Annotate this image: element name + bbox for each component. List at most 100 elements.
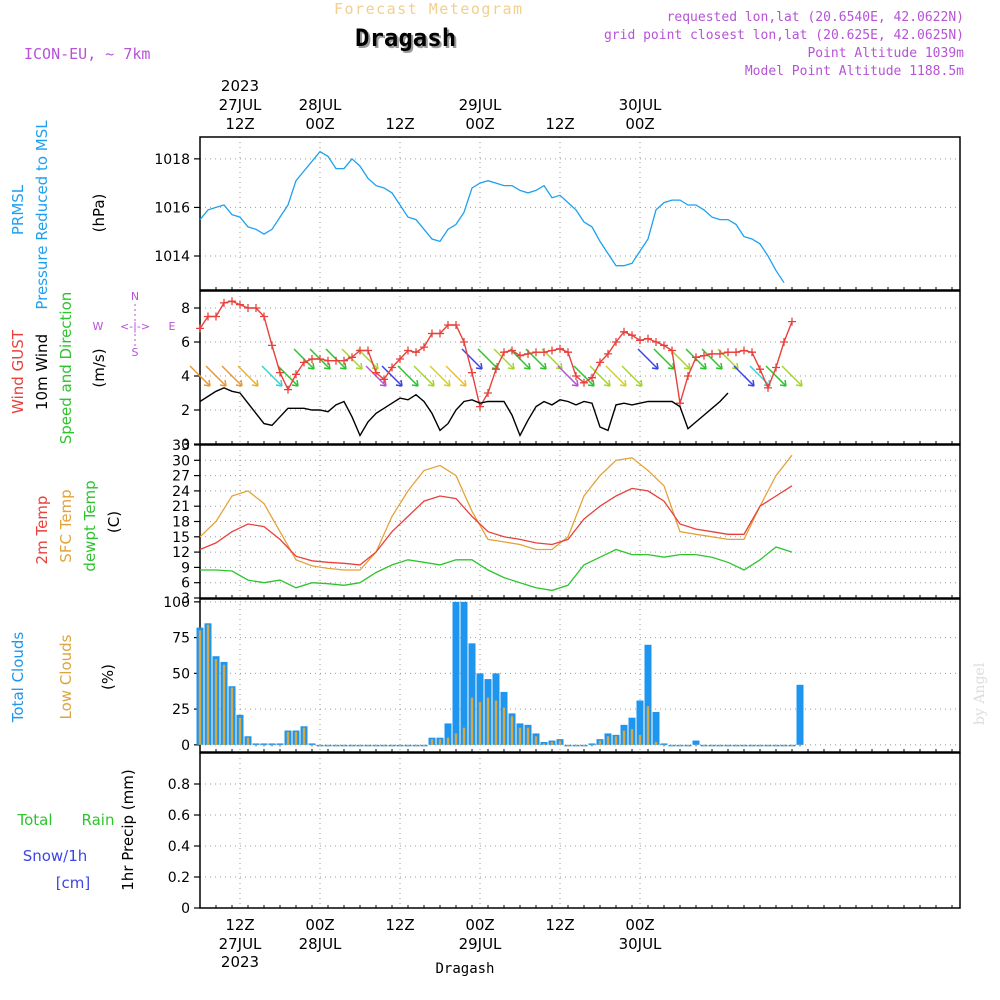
low-cloud-bar	[382, 744, 386, 747]
y-tick-label: 0.4	[168, 839, 190, 855]
footer-location: Dragash	[435, 961, 494, 977]
wind-gust-marker	[252, 304, 260, 312]
wind-gust-marker	[468, 368, 476, 377]
total-cloud-bar	[468, 643, 476, 745]
wind-gust-marker	[340, 356, 348, 365]
wind-gust-marker	[460, 338, 468, 346]
wind-gust-marker	[500, 348, 508, 357]
wind-gust-marker	[628, 331, 636, 340]
wind-gust-marker	[452, 321, 460, 329]
y-tick-label: 1016	[154, 200, 190, 216]
wind-direction-arrow	[397, 365, 419, 387]
wind-gust-marker	[244, 304, 252, 312]
wind-arrow-head	[635, 379, 643, 387]
low-cloud-bar	[798, 744, 802, 747]
low-cloud-bar	[526, 727, 530, 745]
wind-arrow-head	[603, 379, 611, 387]
y-tick-label: 0	[181, 901, 190, 917]
sfc-temp-label: SFC Temp	[57, 489, 75, 562]
y-tick-label: 6	[181, 576, 190, 592]
y-tick-label: 0	[181, 738, 190, 754]
wind-gust-marker	[756, 365, 764, 374]
wind-arrow-head	[683, 362, 691, 370]
low-cloud-bar	[550, 741, 554, 745]
temp-2m-label: 2m Temp	[33, 496, 51, 565]
low-cloud-bar	[686, 744, 690, 747]
total-cloud-bar	[260, 743, 268, 745]
y-tick-label: 0.2	[168, 870, 190, 886]
meteogram-subtitle: Forecast Meteogram	[334, 0, 524, 18]
panel-pressure: 1014 1016 1018	[154, 136, 961, 291]
panel-frame	[199, 444, 961, 599]
low-cloud-bar	[622, 730, 626, 745]
wind-direction-arrow	[357, 348, 379, 370]
wind-gust-marker	[700, 351, 708, 360]
top-year-label: 2023	[221, 77, 259, 95]
wind-direction-arrow	[749, 365, 771, 387]
wind-gust-marker	[476, 402, 484, 411]
low-cloud-bar	[214, 659, 218, 745]
cloud-unit: (%)	[99, 664, 117, 690]
wind-direction-arrow	[605, 365, 627, 387]
point-altitude: Point Altitude 1039m	[807, 46, 964, 61]
wind-gust-marker	[732, 348, 740, 357]
wind-gust-marker	[740, 346, 748, 355]
low-cloud-bar	[350, 744, 354, 747]
wind-gust-marker	[668, 346, 676, 355]
low-cloud-bar	[726, 744, 730, 747]
wind-gust-line	[199, 300, 793, 409]
wind-gust-marker	[604, 349, 612, 358]
wind-gust-marker	[620, 327, 628, 336]
wind-direction-arrow	[205, 365, 227, 387]
total-cloud-bar	[460, 601, 468, 745]
wind-direction-arrow	[189, 365, 211, 387]
wind-gust-marker	[380, 375, 388, 384]
wind-gust-marker	[652, 338, 660, 346]
wind-gust-marker	[204, 312, 212, 321]
wind-arrow-head	[339, 362, 347, 370]
low-cloud-bar	[590, 744, 594, 747]
panel-clouds: 0 25 50 75 100	[163, 595, 961, 754]
compass-south: S	[132, 346, 139, 359]
model-altitude: Model Point Altitude 1188.5m	[744, 64, 964, 79]
wind-gust-marker	[764, 383, 772, 392]
low-cloud-bar	[318, 744, 322, 747]
low-cloud-bar	[358, 744, 362, 747]
wind-arrow-head	[235, 379, 243, 387]
wind-direction-arrow	[445, 365, 467, 387]
low-cloud-bar	[694, 744, 698, 747]
y-tick-label: 4	[181, 369, 190, 385]
low-clouds-label: Low Clouds	[57, 634, 75, 719]
wind-direction-arrow	[653, 348, 675, 370]
compass-west: W	[93, 320, 104, 333]
total-cloud-bar	[644, 644, 652, 745]
panel-frame	[199, 290, 961, 445]
wind-arrow-head	[475, 362, 483, 370]
wind-gust-marker	[532, 348, 540, 357]
wind-gust-marker	[780, 338, 788, 346]
wind-direction-arrow	[429, 365, 451, 387]
total-cloud-bar	[588, 743, 596, 745]
wind-arrow-head	[795, 379, 803, 387]
total-cloud-bar	[652, 711, 660, 745]
wind-gust-marker	[660, 341, 668, 350]
y-tick-label: 27	[172, 469, 190, 485]
wind-arrow-head	[715, 362, 723, 370]
wind-gust-marker	[788, 317, 796, 326]
y-tick-label: 1014	[154, 249, 190, 265]
wind-direction-arrow	[557, 365, 579, 387]
y-tick-label: 24	[172, 484, 190, 500]
wind-gust-marker	[220, 298, 228, 307]
wind-direction-arrow	[621, 365, 643, 387]
wind-direction-arrow	[477, 348, 499, 370]
bottom-date-label: 27JUL	[219, 935, 262, 953]
bottom-time-label: 12Z	[225, 916, 254, 934]
wind-gust-marker	[508, 346, 516, 355]
low-cloud-bar	[574, 744, 578, 747]
total-cloud-bar	[252, 743, 260, 745]
compass-north: N	[131, 290, 139, 303]
wind-gust-marker	[260, 312, 268, 321]
low-cloud-bar	[582, 744, 586, 747]
total-cloud-bar	[636, 700, 644, 745]
